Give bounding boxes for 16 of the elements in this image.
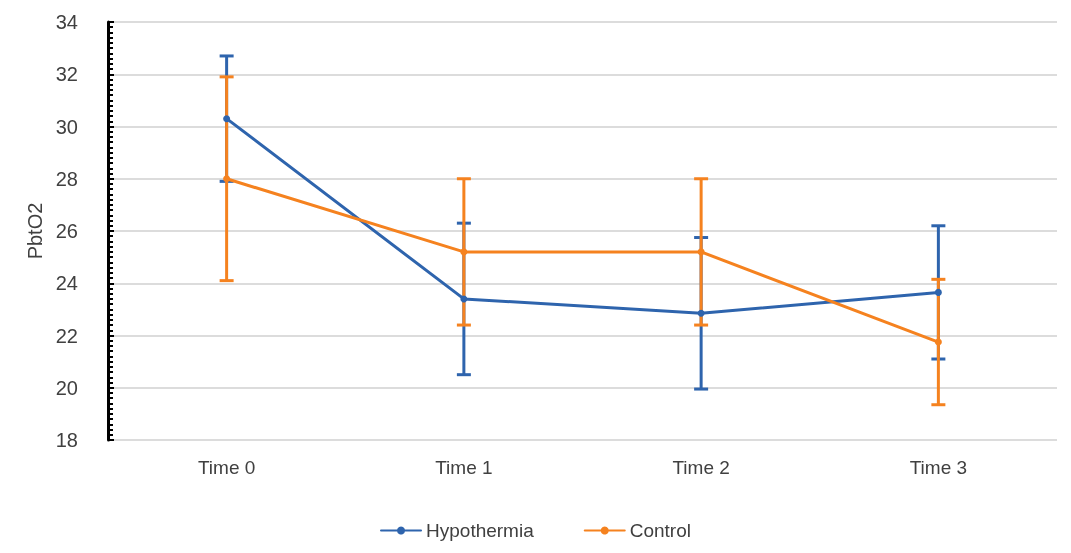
y-tick-label: 18 xyxy=(55,429,78,451)
y-tick-label: 28 xyxy=(55,167,78,190)
y-tick-label: 34 xyxy=(55,11,78,33)
y-tick-label: 26 xyxy=(55,220,78,242)
y-tick-label: 22 xyxy=(55,324,78,347)
x-tick-label: Time 2 xyxy=(672,457,730,478)
x-tick-label: Time 3 xyxy=(909,457,968,478)
y-axis-title: PbtO2 xyxy=(23,202,46,260)
y-tick-label: 20 xyxy=(55,376,78,399)
x-tick-label: Time 1 xyxy=(435,457,493,478)
y-tick-label: 24 xyxy=(55,272,78,295)
legend-label: Hypothermia xyxy=(426,520,535,541)
y-tick-label: 30 xyxy=(55,115,78,138)
y-tick-label: 32 xyxy=(55,63,78,86)
x-tick-label: Time 0 xyxy=(197,457,256,478)
legend-label: Control xyxy=(629,520,691,541)
